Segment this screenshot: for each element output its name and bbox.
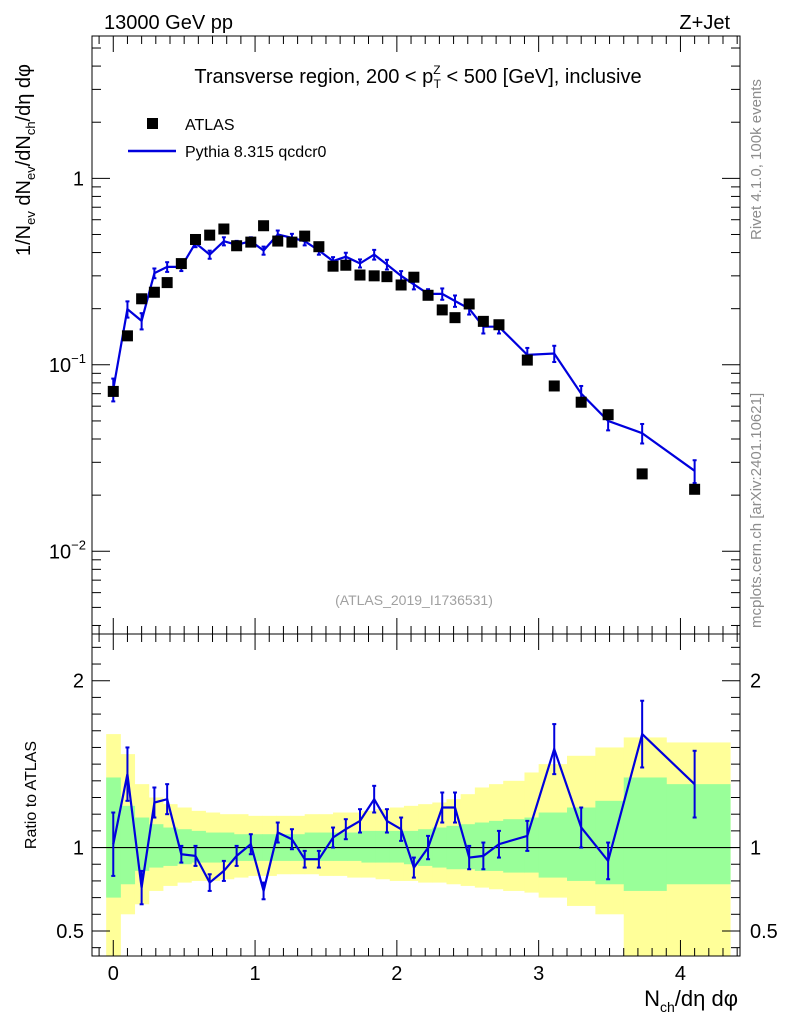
main-ylabel: 1/Nev dNev/dNch/dη dφ — [13, 64, 38, 256]
atlas-point — [521, 354, 533, 366]
main-title: Transverse region, 200 < pZ T < 500 [GeV]… — [194, 63, 641, 91]
atlas-point — [463, 298, 475, 310]
ratio-x-axis: 0 1 2 3 4 — [98, 634, 738, 985]
atlas-point — [286, 236, 298, 248]
atlas-point — [493, 319, 505, 331]
ratio-line — [112, 732, 696, 896]
atlas-point — [548, 380, 560, 392]
atlas-point — [204, 229, 216, 241]
atlas-point — [136, 293, 148, 305]
ratio-ylabel: Ratio to ATLAS — [23, 741, 40, 849]
ratio-data-layer — [111, 699, 697, 906]
stat-uncertainty-band — [503, 819, 525, 873]
header-left: 13000 GeV pp — [104, 12, 233, 34]
main-y-tick-label: 10−2 — [49, 537, 86, 563]
atlas-point — [218, 223, 230, 235]
stat-uncertainty-band — [191, 830, 206, 863]
stat-uncertainty-band — [375, 830, 391, 863]
atlas-point — [408, 271, 420, 283]
atlas-point — [449, 312, 461, 324]
title-part-a: Transverse region, 200 < p — [194, 66, 433, 88]
stat-uncertainty-band — [148, 824, 164, 868]
legend-pythia-label: Pythia 8.315 qcdcr0 — [185, 144, 327, 161]
main-data-layer — [107, 220, 701, 495]
ratio-y-tick-label-left: 0.5 — [56, 921, 84, 943]
stat-uncertainty-band — [361, 830, 377, 863]
ratio-x-tick-label: 0 — [108, 963, 119, 985]
main-y-tick-label: 1 — [73, 168, 84, 190]
atlas-point — [477, 315, 489, 327]
atlas-point — [272, 235, 284, 247]
legend-atlas-label: ATLAS — [185, 117, 235, 134]
stat-uncertainty-band — [538, 812, 568, 878]
atlas-point — [575, 396, 587, 408]
ratio-y-axis: 0.5 0.5 1 1 2 2 — [56, 646, 778, 949]
atlas-point — [689, 483, 701, 495]
atlas-point — [327, 260, 339, 272]
atlas-point — [258, 220, 270, 232]
ratio-y-tick-label-left: 1 — [73, 838, 84, 860]
ratio-x-tick-label: 2 — [391, 963, 402, 985]
atlas-point — [636, 468, 648, 480]
title-sup: Z — [433, 63, 440, 77]
stat-uncertainty-band — [623, 777, 667, 891]
atlas-point — [395, 279, 407, 291]
stat-uncertainty-band — [666, 784, 731, 885]
rivet-label: Rivet 4.1.0, 100k events — [748, 79, 765, 240]
stat-uncertainty-band — [120, 805, 136, 885]
atlas-point — [368, 270, 380, 282]
ratio-x-tick-label: 1 — [250, 963, 261, 985]
atlas-point — [422, 289, 434, 301]
ratio-y-tick-label-right: 1 — [750, 838, 761, 860]
atlas-point — [436, 304, 448, 316]
title-part-b: < 500 [GeV], inclusive — [441, 66, 642, 88]
source-label: mcplots.cern.ch [arXiv:2401.10621] — [748, 393, 765, 628]
atlas-point — [313, 241, 325, 253]
atlas-point — [121, 330, 133, 342]
atlas-point — [340, 259, 352, 271]
atlas-point — [175, 258, 187, 270]
ratio-x-tick-label: 3 — [533, 963, 544, 985]
legend-atlas-marker — [147, 118, 158, 129]
ratio-frame — [91, 633, 741, 957]
atlas-point — [602, 409, 614, 421]
atlas-point — [161, 277, 173, 289]
stat-uncertainty-band — [347, 832, 362, 861]
stat-uncertainty-band — [162, 827, 178, 866]
main-plot-area — [92, 36, 740, 634]
legend: ATLAS Pythia 8.315 qcdcr0 — [128, 117, 327, 161]
ratio-y-tick-label-left: 2 — [73, 671, 84, 693]
atlas-point — [148, 286, 160, 298]
ratio-y-tick-label-right: 0.5 — [750, 921, 778, 943]
atlas-point — [231, 240, 243, 252]
atlas-point — [190, 233, 202, 245]
header-right: Z+Jet — [679, 12, 730, 34]
stat-uncertainty-band — [304, 832, 320, 861]
pythia-line — [112, 233, 696, 472]
main-y-axis: 1 10−1 10−2 — [49, 47, 740, 626]
atlas-point — [299, 230, 311, 242]
atlas-point — [245, 236, 257, 248]
stat-uncertainty-band — [474, 822, 490, 871]
ratio-y-tick-label-right: 2 — [750, 671, 761, 693]
main-panel: Transverse region, 200 < pZ T < 500 [GeV]… — [13, 35, 741, 635]
watermark: (ATLAS_2019_I1736531) — [335, 592, 493, 608]
ratio-panel: 0.5 0.5 1 1 2 2 0 1 2 3 4 Ratio to ATLAS Nch/dη d… — [23, 633, 778, 1015]
atlas-point — [381, 271, 393, 283]
title-sub: T — [434, 77, 442, 91]
atlas-point — [354, 269, 366, 281]
atlas-point — [107, 385, 119, 397]
ratio-x-tick-label: 4 — [675, 963, 686, 985]
ratio-xlabel: Nch/dη dφ — [644, 986, 738, 1015]
main-x-axis — [98, 36, 738, 634]
ratio-uncertainty-bands — [92, 734, 740, 956]
main-y-tick-label: 10−1 — [49, 351, 86, 377]
